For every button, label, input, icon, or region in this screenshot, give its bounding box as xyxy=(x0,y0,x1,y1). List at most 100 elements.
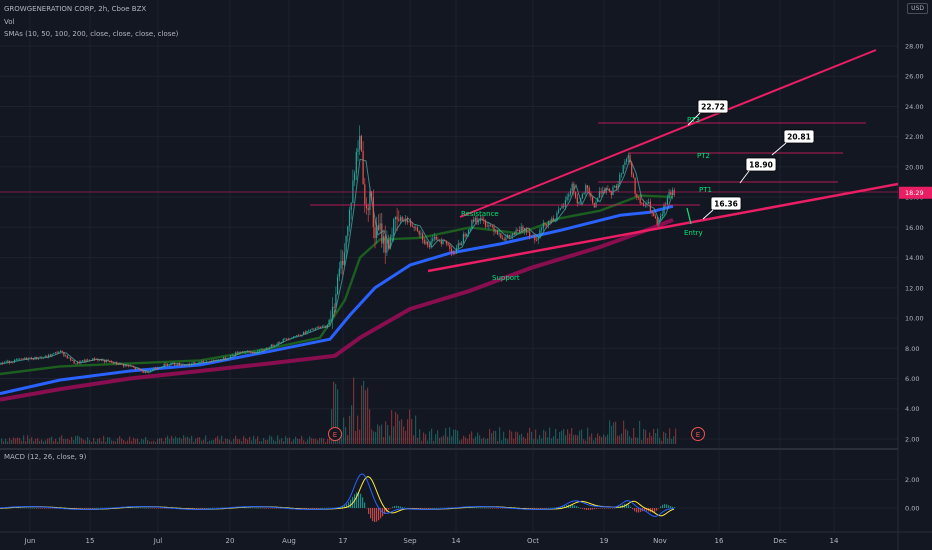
macd-histogram-bar xyxy=(362,497,364,508)
candle-body xyxy=(671,190,674,196)
candle-body xyxy=(231,355,233,356)
volume-bar xyxy=(79,436,81,444)
candle-body xyxy=(597,197,599,203)
candle-body xyxy=(48,354,50,358)
candle-body xyxy=(7,360,9,363)
candle-body xyxy=(184,364,186,366)
candle-body xyxy=(496,230,498,235)
macd-histogram-bar xyxy=(314,508,316,509)
macd-histogram-bar xyxy=(480,507,482,509)
volume-bar xyxy=(275,441,277,444)
volume-bar xyxy=(289,437,291,444)
candle-body xyxy=(377,225,379,230)
volume-bar xyxy=(17,437,19,444)
volume-bar xyxy=(523,436,525,444)
macd-histogram-bar xyxy=(394,505,396,508)
volume-bar xyxy=(147,440,149,444)
volume-bar xyxy=(5,438,7,444)
symbol-legend[interactable]: GROWGENERATION CORP, 2h, Cboe BZX xyxy=(4,5,147,13)
candle-body xyxy=(131,365,133,367)
volume-bar xyxy=(639,420,641,444)
candle-body xyxy=(185,365,187,367)
price-tick-label: 12.00 xyxy=(905,284,924,292)
volume-bar xyxy=(541,438,543,444)
macd-histogram-bar xyxy=(262,508,264,509)
volume-bar xyxy=(549,427,551,444)
volume-bar xyxy=(281,438,283,444)
volume-bar xyxy=(443,435,445,444)
macd-histogram-bar xyxy=(412,508,414,509)
macd-histogram-bar xyxy=(380,508,382,519)
macd-histogram-bar xyxy=(252,507,254,509)
candle-body xyxy=(394,216,396,220)
volume-bar xyxy=(581,429,583,444)
volume-legend[interactable]: Vol xyxy=(4,18,15,26)
macd-histogram-bar xyxy=(606,508,608,509)
candle-body xyxy=(301,335,303,336)
volume-bar xyxy=(299,438,301,444)
target-value-text: 16.36 xyxy=(714,200,738,209)
volume-bar xyxy=(379,426,381,444)
candle-body xyxy=(143,371,145,373)
currency-badge[interactable]: USD xyxy=(907,3,928,14)
volume-bar xyxy=(643,428,645,444)
volume-bar xyxy=(405,430,407,444)
candle-body xyxy=(515,230,517,235)
volume-bar xyxy=(557,438,559,444)
macd-histogram-bar xyxy=(426,508,428,509)
macd-histogram-bar xyxy=(528,508,530,509)
candle-body xyxy=(19,358,21,360)
volume-bar xyxy=(585,440,587,444)
candle-body xyxy=(564,200,566,207)
macd-legend[interactable]: MACD (12, 26, close, 9) xyxy=(4,453,87,461)
macd-histogram-bar xyxy=(600,508,602,509)
macd-histogram-bar xyxy=(154,508,156,509)
candle-body xyxy=(331,306,334,320)
macd-histogram-bar xyxy=(94,507,96,509)
candle-body xyxy=(56,352,58,354)
volume-bar xyxy=(87,437,89,444)
candle-body xyxy=(622,164,624,174)
candle-body xyxy=(114,362,116,364)
volume-bar xyxy=(101,441,103,444)
macd-histogram-bar xyxy=(504,508,506,509)
macd-histogram-bar xyxy=(26,507,28,509)
candle-body xyxy=(39,357,41,359)
candle-body xyxy=(580,198,582,202)
candle-body xyxy=(330,319,332,321)
macd-histogram-bar xyxy=(140,507,142,509)
earnings-marker xyxy=(691,427,705,441)
candle-body xyxy=(99,359,101,361)
candle-body xyxy=(384,236,386,253)
volume-bar xyxy=(83,439,85,444)
candle-body xyxy=(78,361,80,364)
candle-body xyxy=(189,363,191,366)
macd-histogram-bar xyxy=(24,507,26,509)
candle-body xyxy=(668,191,670,199)
candle-body xyxy=(0,362,2,364)
sma-legend[interactable]: SMAs (10, 50, 100, 200, close, close, cl… xyxy=(4,30,179,38)
volume-bar xyxy=(121,438,123,444)
candle-body xyxy=(563,205,565,207)
target-value-text: 22.72 xyxy=(701,103,725,112)
volume-bar xyxy=(203,439,205,444)
volume-bar xyxy=(25,441,27,444)
time-tick-label: Sep xyxy=(403,537,417,545)
volume-bar xyxy=(569,433,571,444)
volume-bar xyxy=(551,438,553,444)
volume-bar xyxy=(597,433,599,444)
candle-body xyxy=(367,208,369,211)
volume-bar xyxy=(507,439,509,444)
volume-bar xyxy=(159,438,161,444)
candle-body xyxy=(371,191,373,198)
candle-body xyxy=(500,233,502,239)
volume-bar xyxy=(357,415,359,444)
candle-body xyxy=(467,230,470,234)
macd-histogram-bar xyxy=(468,507,470,509)
macd-histogram-bar xyxy=(526,508,528,509)
time-axis[interactable]: Jun 15 Jul 20 Aug 17 Sep 14 Oct 19 Nov 16 Dec 14 xyxy=(24,537,839,545)
price-axis[interactable]: 2.004.006.008.0010.0012.0014.0016.0018.0… xyxy=(899,42,932,513)
volume-bar xyxy=(537,439,539,444)
candle-body xyxy=(428,245,430,248)
